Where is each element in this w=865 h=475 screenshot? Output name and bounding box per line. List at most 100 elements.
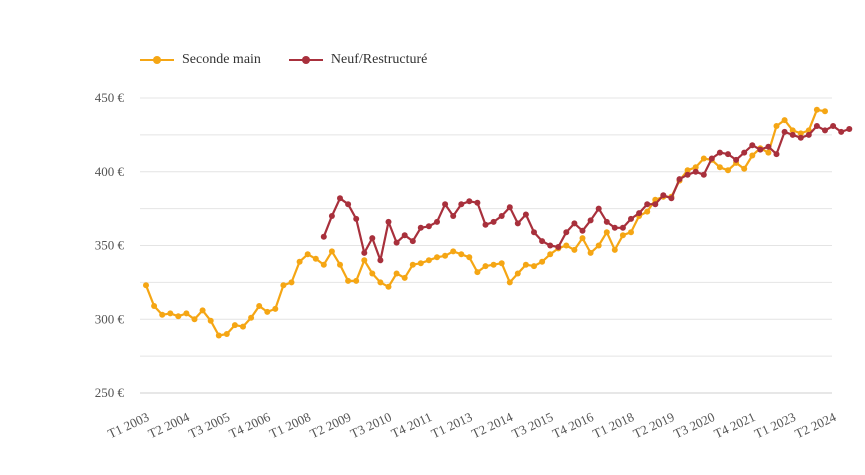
data-point[interactable]: [716, 149, 723, 156]
data-point[interactable]: [789, 127, 796, 134]
data-point[interactable]: [151, 303, 158, 309]
data-point[interactable]: [700, 171, 707, 178]
data-point[interactable]: [789, 131, 796, 138]
data-point[interactable]: [385, 218, 392, 225]
data-point[interactable]: [215, 332, 222, 339]
data-point[interactable]: [264, 308, 271, 315]
data-point[interactable]: [434, 254, 440, 261]
data-point[interactable]: [716, 164, 723, 171]
data-point[interactable]: [466, 254, 473, 261]
data-point[interactable]: [644, 208, 651, 215]
data-point[interactable]: [442, 201, 449, 208]
data-point[interactable]: [474, 269, 481, 276]
data-point[interactable]: [345, 201, 352, 208]
data-point[interactable]: [159, 311, 166, 318]
legend-item-neuf-restructure[interactable]: Neuf/Restructuré: [288, 52, 427, 68]
data-point[interactable]: [563, 229, 570, 236]
data-point[interactable]: [797, 130, 804, 137]
data-point[interactable]: [417, 224, 424, 231]
data-point[interactable]: [539, 238, 546, 245]
data-point[interactable]: [466, 198, 473, 205]
data-point[interactable]: [830, 123, 837, 129]
data-point[interactable]: [733, 156, 740, 163]
data-point[interactable]: [700, 155, 707, 162]
data-point[interactable]: [345, 277, 352, 284]
data-point[interactable]: [725, 167, 731, 174]
data-point[interactable]: [579, 227, 586, 234]
data-point[interactable]: [765, 149, 772, 156]
data-point[interactable]: [256, 303, 263, 309]
data-point[interactable]: [353, 215, 360, 222]
data-point[interactable]: [312, 255, 319, 262]
data-point[interactable]: [514, 220, 521, 227]
data-point[interactable]: [749, 152, 756, 159]
data-point[interactable]: [409, 238, 416, 245]
data-point[interactable]: [458, 201, 465, 208]
data-point[interactable]: [773, 151, 780, 158]
data-point[interactable]: [450, 248, 457, 255]
data-point[interactable]: [587, 217, 594, 224]
data-point[interactable]: [369, 235, 376, 242]
data-point[interactable]: [474, 199, 481, 206]
data-point[interactable]: [328, 248, 335, 255]
data-point[interactable]: [539, 258, 546, 265]
data-point[interactable]: [490, 261, 497, 268]
data-point[interactable]: [361, 249, 368, 256]
data-point[interactable]: [595, 205, 602, 212]
data-point[interactable]: [409, 261, 416, 268]
data-point[interactable]: [482, 263, 489, 270]
data-point[interactable]: [417, 260, 424, 267]
data-point[interactable]: [498, 260, 505, 267]
data-point[interactable]: [571, 246, 578, 253]
data-point[interactable]: [199, 307, 206, 314]
data-point[interactable]: [458, 251, 465, 258]
data-point[interactable]: [611, 224, 618, 231]
data-point[interactable]: [482, 221, 489, 228]
data-point[interactable]: [813, 123, 820, 129]
data-point[interactable]: [425, 223, 432, 230]
data-point[interactable]: [531, 229, 537, 236]
data-point[interactable]: [547, 251, 554, 258]
data-point[interactable]: [320, 261, 327, 268]
data-point[interactable]: [143, 282, 149, 289]
data-point[interactable]: [167, 310, 174, 317]
data-point[interactable]: [692, 168, 699, 175]
data-point[interactable]: [240, 323, 246, 330]
data-point[interactable]: [765, 143, 772, 150]
data-point[interactable]: [296, 258, 303, 265]
data-point[interactable]: [603, 218, 610, 225]
data-point[interactable]: [506, 279, 513, 286]
legend-item-seconde-main[interactable]: Seconde main: [140, 52, 261, 68]
data-point[interactable]: [636, 210, 643, 217]
data-point[interactable]: [183, 310, 190, 317]
data-point[interactable]: [781, 117, 788, 124]
data-point[interactable]: [385, 283, 392, 290]
data-point[interactable]: [781, 128, 788, 135]
data-point[interactable]: [175, 313, 182, 320]
data-point[interactable]: [207, 317, 214, 324]
data-point[interactable]: [522, 211, 529, 218]
data-point[interactable]: [628, 229, 634, 236]
data-point[interactable]: [506, 204, 513, 211]
data-point[interactable]: [741, 165, 748, 172]
data-point[interactable]: [369, 270, 376, 277]
data-point[interactable]: [822, 108, 828, 115]
data-point[interactable]: [805, 131, 812, 138]
data-point[interactable]: [660, 192, 667, 199]
data-point[interactable]: [280, 282, 287, 289]
data-point[interactable]: [547, 242, 554, 249]
data-point[interactable]: [838, 128, 845, 135]
data-point[interactable]: [304, 251, 311, 258]
data-point[interactable]: [741, 149, 748, 156]
data-point[interactable]: [652, 201, 659, 208]
data-point[interactable]: [401, 232, 408, 239]
data-point[interactable]: [563, 242, 570, 249]
data-point[interactable]: [749, 142, 756, 149]
data-point[interactable]: [619, 232, 626, 239]
data-point[interactable]: [231, 322, 238, 329]
data-point[interactable]: [587, 249, 594, 256]
data-point[interactable]: [498, 213, 505, 219]
data-point[interactable]: [248, 314, 255, 321]
data-point[interactable]: [676, 176, 683, 183]
data-point[interactable]: [684, 171, 691, 178]
